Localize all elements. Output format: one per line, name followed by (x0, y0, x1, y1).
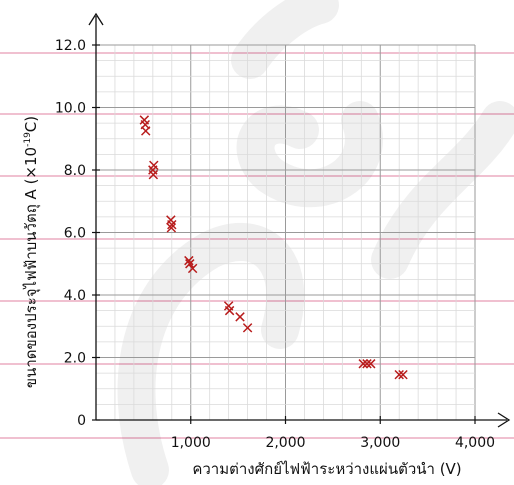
x-tick-label: 4,000 (455, 435, 495, 451)
data-point (362, 359, 372, 369)
data-point (166, 223, 177, 233)
x-tick-label: 3,000 (360, 435, 400, 451)
x-axis-arrow (497, 412, 511, 428)
data-point (358, 359, 368, 369)
data-point (242, 323, 253, 333)
y-tick-label: 2.0 (64, 351, 86, 367)
tick-labels: 1,000 2,000 3,000 4,000 0 2.0 4.0 6.0 8.0 10.0 12.… (55, 38, 495, 451)
watermark (117, 0, 514, 485)
y-tick-label: 10.0 (55, 101, 86, 117)
y-axis-title-main: ขนาดของประจุไฟฟ้าบนวัตถุ A (×10 (22, 147, 41, 388)
watermark-stroke (236, 101, 383, 208)
watermark-stroke (371, 101, 514, 279)
y-tick-label: 0 (77, 413, 86, 429)
data-point (187, 263, 198, 274)
guide-lines (0, 52, 514, 439)
x-tick-label: 2,000 (265, 435, 305, 451)
data-point (235, 312, 245, 322)
data-point (394, 369, 404, 380)
data-point (398, 369, 408, 380)
grid (95, 44, 476, 421)
watermark-stroke (117, 223, 305, 485)
data-point (148, 169, 159, 180)
y-axis-title-exponent: -19 (23, 132, 33, 147)
x-tick-label: 1,000 (171, 435, 211, 451)
data-point (141, 126, 151, 136)
data-point (185, 259, 195, 269)
axes (88, 12, 511, 428)
data-points (139, 115, 408, 380)
data-point (224, 305, 235, 316)
data-point (167, 219, 177, 230)
y-axis-title: ขนาดของประจุไฟฟ้าบนวัตถุ A (×10-19C) (22, 116, 41, 388)
watermark-stroke (231, 0, 339, 79)
y-tick-label: 4.0 (64, 288, 86, 304)
y-tick-label: 6.0 (64, 226, 86, 242)
y-tick-label: 12.0 (55, 38, 86, 54)
y-axis-arrow (88, 12, 104, 26)
data-point (184, 255, 194, 266)
y-tick-label: 8.0 (64, 163, 86, 179)
data-point (366, 359, 376, 369)
x-axis-title: ความต่างศักย์ไฟฟ้าระหว่างแผ่นตัวนำ (V) (192, 460, 461, 478)
y-axis-title-close: C) (22, 116, 40, 132)
